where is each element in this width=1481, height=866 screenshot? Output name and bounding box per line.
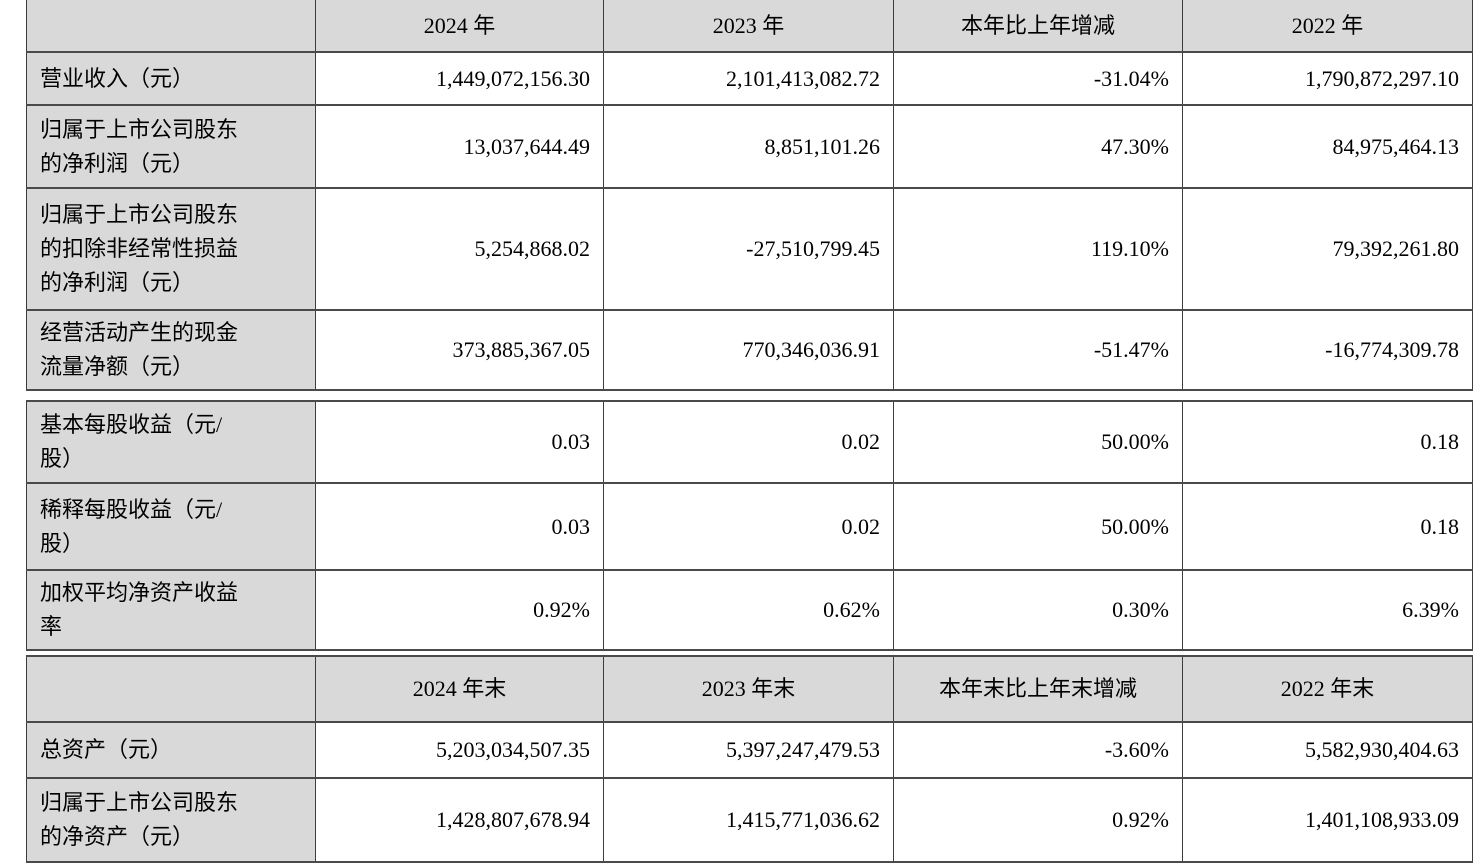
table-row-diluted-eps: 稀释每股收益（元/ 股） 0.03 0.02 50.00% 0.18 (26, 482, 1473, 571)
value-cell-change: 0.92% (893, 777, 1183, 863)
per-share-table: 基本每股收益（元/ 股） 0.03 0.02 50.00% 0.18 稀释每股收… (26, 400, 1473, 651)
header-cell-yoy-change: 本年比上年增减 (893, 0, 1183, 53)
value-cell-2023: 5,397,247,479.53 (603, 721, 894, 779)
value-cell-2024: 373,885,367.05 (315, 309, 604, 391)
value-cell-2022: -16,774,309.78 (1182, 309, 1473, 391)
header-cell-empty (26, 655, 316, 723)
value-cell-2023: 770,346,036.91 (603, 309, 894, 391)
value-cell-2024: 0.03 (315, 482, 604, 571)
header-cell-2022: 2022 年 (1182, 0, 1473, 53)
value-cell-2024: 1,428,807,678.94 (315, 777, 604, 863)
row-label-cell: 归属于上市公司股东 的净资产（元） (26, 777, 316, 863)
row-label-cell: 加权平均净资产收益 率 (26, 569, 316, 651)
header-cell-2024: 2024 年 (315, 0, 604, 53)
value-cell-2024: 1,449,072,156.30 (315, 51, 604, 106)
header-cell-empty (26, 0, 316, 53)
value-cell-2023: 0.02 (603, 482, 894, 571)
value-cell-2024: 5,254,868.02 (315, 187, 604, 311)
header-cell-2024-end: 2024 年末 (315, 655, 604, 723)
year-end-table: 2024 年末 2023 年末 本年末比上年末增减 2022 年末 总资产（元）… (26, 655, 1473, 863)
value-cell-2022: 1,790,872,297.10 (1182, 51, 1473, 106)
value-cell-change: 50.00% (893, 482, 1183, 571)
header-cell-2023-end: 2023 年末 (603, 655, 894, 723)
row-label-cell: 归属于上市公司股东 的净利润（元） (26, 104, 316, 189)
table-row-revenue: 营业收入（元） 1,449,072,156.30 2,101,413,082.7… (26, 51, 1473, 106)
value-cell-2023: 0.62% (603, 569, 894, 651)
value-cell-change: -31.04% (893, 51, 1183, 106)
row-label-cell: 基本每股收益（元/ 股） (26, 400, 316, 484)
table-row-deducted-net-profit: 归属于上市公司股东 的扣除非经常性损益 的净利润（元） 5,254,868.02… (26, 187, 1473, 311)
key-indicators-table: 2024 年 2023 年 本年比上年增减 2022 年 营业收入（元） 1,4… (26, 0, 1473, 863)
annual-results-table: 2024 年 2023 年 本年比上年增减 2022 年 营业收入（元） 1,4… (26, 0, 1473, 391)
value-cell-change: 50.00% (893, 400, 1183, 484)
row-label-cell: 归属于上市公司股东 的扣除非经常性损益 的净利润（元） (26, 187, 316, 311)
value-cell-2022: 84,975,464.13 (1182, 104, 1473, 189)
value-cell-2024: 13,037,644.49 (315, 104, 604, 189)
header-cell-2023: 2023 年 (603, 0, 894, 53)
value-cell-change: 119.10% (893, 187, 1183, 311)
table-row-weighted-roe: 加权平均净资产收益 率 0.92% 0.62% 0.30% 6.39% (26, 569, 1473, 651)
table-row-operating-cash-flow: 经营活动产生的现金 流量净额（元） 373,885,367.05 770,346… (26, 309, 1473, 391)
value-cell-change: -3.60% (893, 721, 1183, 779)
table-header-row: 2024 年 2023 年 本年比上年增减 2022 年 (26, 0, 1473, 53)
value-cell-2023: -27,510,799.45 (603, 187, 894, 311)
value-cell-2023: 8,851,101.26 (603, 104, 894, 189)
row-label-cell: 营业收入（元） (26, 51, 316, 106)
value-cell-2024: 5,203,034,507.35 (315, 721, 604, 779)
value-cell-2023: 1,415,771,036.62 (603, 777, 894, 863)
header-cell-2022-end: 2022 年末 (1182, 655, 1473, 723)
value-cell-change: -51.47% (893, 309, 1183, 391)
table-row-net-assets: 归属于上市公司股东 的净资产（元） 1,428,807,678.94 1,415… (26, 777, 1473, 863)
value-cell-2022: 1,401,108,933.09 (1182, 777, 1473, 863)
value-cell-2024: 0.03 (315, 400, 604, 484)
value-cell-2024: 0.92% (315, 569, 604, 651)
header-cell-yoy-end-change: 本年末比上年末增减 (893, 655, 1183, 723)
value-cell-2022: 79,392,261.80 (1182, 187, 1473, 311)
value-cell-2022: 0.18 (1182, 482, 1473, 571)
value-cell-2022: 5,582,930,404.63 (1182, 721, 1473, 779)
table-row-net-profit: 归属于上市公司股东 的净利润（元） 13,037,644.49 8,851,10… (26, 104, 1473, 189)
value-cell-2022: 6.39% (1182, 569, 1473, 651)
table-header-row-year-end: 2024 年末 2023 年末 本年末比上年末增减 2022 年末 (26, 655, 1473, 723)
table-row-total-assets: 总资产（元） 5,203,034,507.35 5,397,247,479.53… (26, 721, 1473, 779)
row-label-cell: 总资产（元） (26, 721, 316, 779)
row-label-cell: 稀释每股收益（元/ 股） (26, 482, 316, 571)
row-label-cell: 经营活动产生的现金 流量净额（元） (26, 309, 316, 391)
value-cell-2023: 2,101,413,082.72 (603, 51, 894, 106)
value-cell-2023: 0.02 (603, 400, 894, 484)
value-cell-2022: 0.18 (1182, 400, 1473, 484)
table-row-basic-eps: 基本每股收益（元/ 股） 0.03 0.02 50.00% 0.18 (26, 400, 1473, 484)
value-cell-change: 47.30% (893, 104, 1183, 189)
value-cell-change: 0.30% (893, 569, 1183, 651)
